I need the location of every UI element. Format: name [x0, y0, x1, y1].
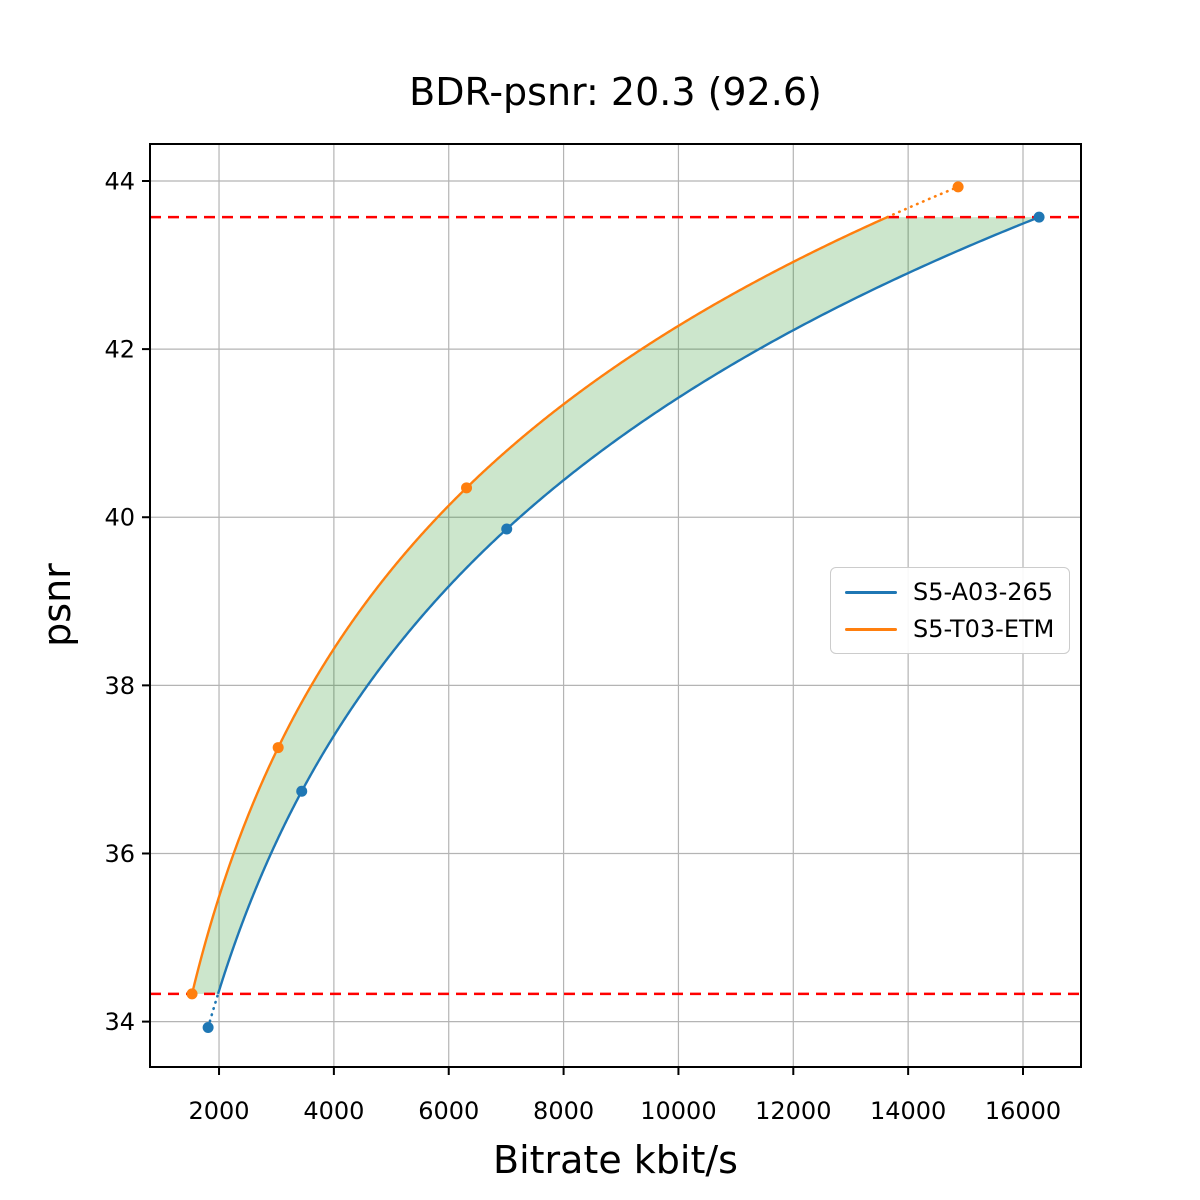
y-tick-label: 34 — [104, 1008, 135, 1036]
legend-line-swatch — [845, 627, 897, 631]
axes: 2000 4000 6000 8000 10000 12000 14000 16000 34 36… — [104, 143, 1082, 1125]
axes-spines — [149, 143, 1082, 1068]
x-tick-label: 2000 — [188, 1097, 249, 1125]
data-point-marker — [186, 988, 198, 1000]
x-tick-label: 4000 — [303, 1097, 364, 1125]
y-axis-label: psnr — [35, 563, 79, 647]
x-tick-label: 6000 — [418, 1097, 479, 1125]
rd-curve-extrapolated-dotted — [206, 992, 220, 1029]
legend-item: S5-T03-ETM — [841, 614, 1059, 644]
x-tick-label: 12000 — [755, 1097, 831, 1125]
rd-curve-solid — [190, 216, 889, 995]
bd-shaded-area — [192, 217, 1040, 994]
chart-title: BDR-psnr: 20.3 (92.6) — [409, 70, 822, 114]
legend-line-swatch — [845, 590, 897, 594]
y-tick-label: 42 — [104, 336, 135, 364]
y-tick-label: 38 — [104, 672, 135, 700]
data-point-marker — [202, 1021, 214, 1033]
data-point-marker — [272, 742, 284, 754]
data-point-marker — [296, 785, 308, 797]
rd-curve-extrapolated-dotted — [886, 185, 960, 219]
data-point-marker — [461, 482, 473, 494]
legend-item-label: S5-T03-ETM — [913, 615, 1055, 643]
x-tick-label: 14000 — [870, 1097, 946, 1125]
data-point-marker — [1033, 211, 1045, 223]
y-tick-label: 40 — [104, 504, 135, 532]
data-point-marker — [501, 523, 513, 535]
x-tick-label: 10000 — [640, 1097, 716, 1125]
x-tick-label: 8000 — [533, 1097, 594, 1125]
x-axis-label: Bitrate kbit/s — [493, 1138, 738, 1182]
rd-curve-solid — [216, 216, 1040, 996]
data-point-marker — [952, 181, 964, 193]
legend-item-label: S5-A03-265 — [913, 578, 1054, 606]
legend: S5-A03-265 S5-T03-ETM — [830, 567, 1070, 654]
x-tick-label: 16000 — [985, 1097, 1061, 1125]
y-tick-label: 44 — [104, 167, 135, 195]
y-tick-label: 36 — [104, 840, 135, 868]
legend-item: S5-A03-265 — [841, 577, 1059, 607]
